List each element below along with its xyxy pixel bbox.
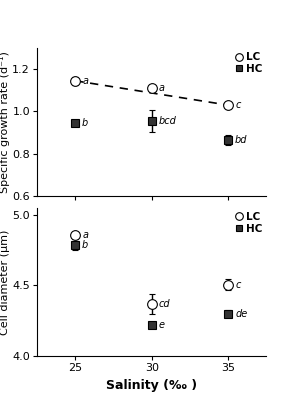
Legend: LC, HC: LC, HC: [235, 211, 263, 235]
Y-axis label: Cell diameter (μm): Cell diameter (μm): [0, 229, 9, 335]
Text: b: b: [82, 240, 89, 250]
Text: cd: cd: [159, 299, 170, 309]
Y-axis label: Specific growth rate (d⁻¹): Specific growth rate (d⁻¹): [0, 51, 9, 193]
Text: e: e: [159, 320, 165, 330]
Text: bd: bd: [235, 135, 247, 145]
Text: a: a: [82, 76, 88, 86]
Text: bcd: bcd: [159, 116, 176, 126]
Text: a: a: [82, 230, 88, 240]
Text: a: a: [159, 83, 165, 93]
X-axis label: Salinity (‰ ): Salinity (‰ ): [106, 378, 197, 392]
Text: c: c: [235, 100, 240, 110]
Text: c: c: [235, 280, 240, 290]
Text: de: de: [235, 309, 247, 319]
Legend: LC, HC: LC, HC: [235, 51, 263, 75]
Text: b: b: [82, 118, 89, 128]
